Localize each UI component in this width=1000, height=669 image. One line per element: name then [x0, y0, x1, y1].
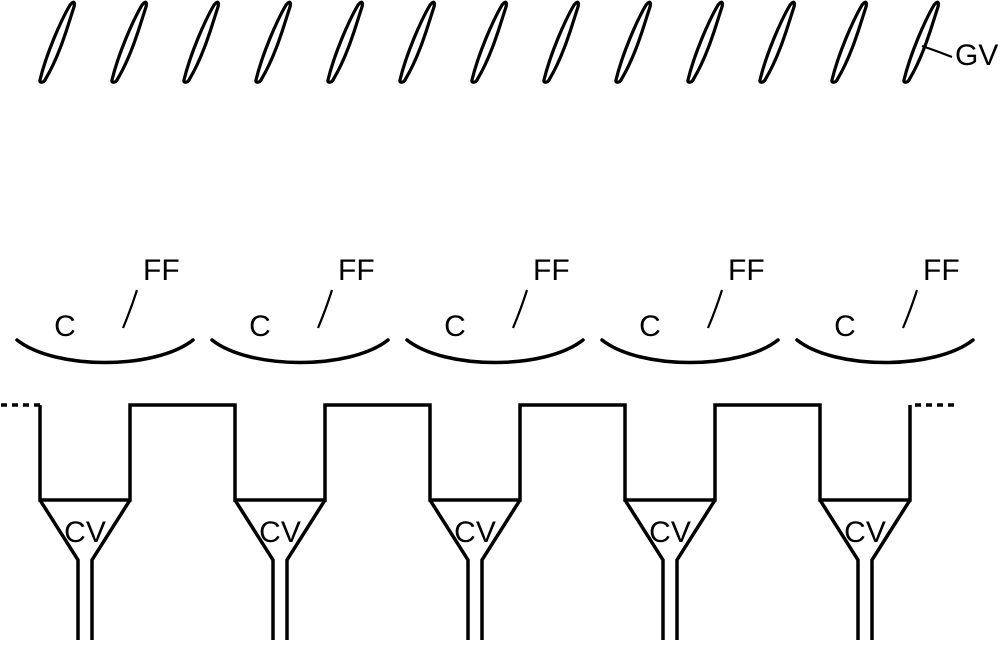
guide-vane [904, 2, 939, 82]
cup-row: C FF C FF C FF C FF C FF [17, 254, 973, 363]
c-label: C [54, 310, 76, 343]
guide-vane [544, 2, 579, 82]
cup-arc [212, 340, 388, 363]
cv-row: CV CV CV CV CV [1, 405, 954, 640]
ff-label: FF [338, 254, 375, 287]
ff-leader [318, 290, 332, 328]
guide-vane [616, 2, 651, 82]
cv-label: CV [649, 516, 691, 549]
guide-vane [256, 2, 291, 82]
gv-label: GV [955, 39, 998, 72]
c-label: C [639, 310, 661, 343]
c-label: C [834, 310, 856, 343]
guide-vane [688, 2, 723, 82]
cv-label: CV [64, 516, 106, 549]
ff-label: FF [533, 254, 570, 287]
cup-arc [407, 340, 583, 363]
guide-vane [760, 2, 795, 82]
ff-leader [903, 290, 917, 328]
c-label: C [249, 310, 271, 343]
cv-label: CV [259, 516, 301, 549]
ff-leader [123, 290, 137, 328]
cup-arc [602, 340, 778, 363]
cup-arc [797, 340, 973, 363]
c-label: C [444, 310, 466, 343]
guide-vane [832, 2, 867, 82]
ff-leader [513, 290, 527, 328]
cv-label: CV [844, 516, 886, 549]
gv-leader [922, 46, 952, 57]
guide-vane-row: GV [40, 2, 999, 82]
ff-label: FF [728, 254, 765, 287]
ff-leader [708, 290, 722, 328]
guide-vane [184, 2, 219, 82]
guide-vane [112, 2, 147, 82]
ff-label: FF [923, 254, 960, 287]
cv-label: CV [454, 516, 496, 549]
cup-arc [17, 340, 193, 363]
guide-vane [400, 2, 435, 82]
guide-vane [40, 2, 75, 82]
guide-vane [472, 2, 507, 82]
castellated-outline [40, 405, 910, 500]
guide-vane [328, 2, 363, 82]
ff-label: FF [143, 254, 180, 287]
